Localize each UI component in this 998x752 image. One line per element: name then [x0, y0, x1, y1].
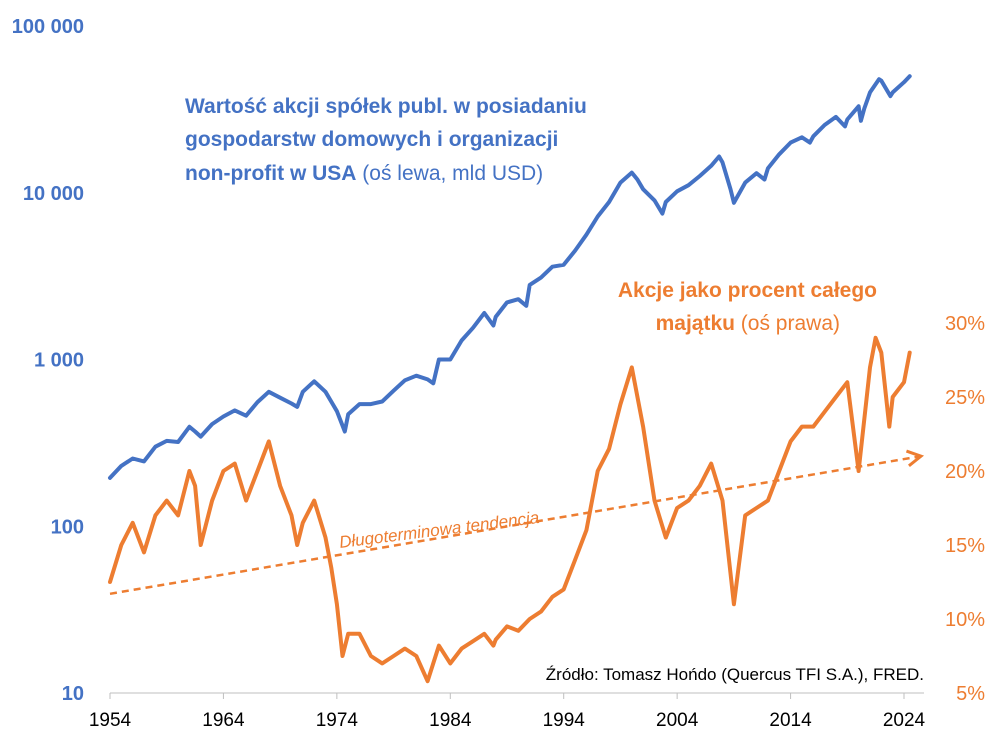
trend-arrow-line	[109, 456, 921, 596]
x-tick-label: 2014	[769, 710, 812, 731]
blue-series-title: Wartość akcji spółek publ. w posiadaniu …	[185, 95, 587, 185]
orange-title-line-2-main: majątku	[656, 312, 735, 335]
left-tick-label: 100 000	[12, 16, 84, 38]
right-tick-label: 15%	[945, 535, 985, 557]
x-tick-label: 1974	[316, 710, 359, 731]
blue-title-line-2: gospodarstw domowych i organizacji	[185, 128, 558, 151]
x-tick-label: 2024	[883, 710, 926, 731]
right-tick-label: 5%	[956, 683, 985, 705]
orange-title-suffix: (oś prawa)	[735, 312, 840, 335]
x-tick-label: 1964	[202, 710, 245, 731]
x-tick-label: 1984	[429, 710, 472, 731]
x-axis: 1954 1964 1974 1984 1994 2004 2014 2024	[89, 693, 926, 731]
x-tick-label: 1994	[543, 710, 586, 731]
x-tick-label: 1954	[89, 710, 132, 731]
right-axis: 5% 10% 15% 20% 25% 30%	[945, 313, 985, 705]
left-tick-label: 10	[62, 683, 84, 705]
source-note: Źródło: Tomasz Hońdo (Quercus TFI S.A.),…	[546, 665, 924, 684]
left-tick-label: 10 000	[23, 183, 84, 205]
x-tick-label: 2004	[656, 710, 699, 731]
stock-value-series-line	[108, 74, 912, 480]
right-tick-label: 10%	[945, 609, 985, 631]
series-layer	[108, 74, 921, 684]
left-axis: 10 100 1 000 10 000 100 000	[12, 16, 84, 705]
blue-title-line-1: Wartość akcji spółek publ. w posiadaniu	[185, 95, 587, 118]
left-tick-label: 1 000	[34, 350, 84, 372]
right-tick-label: 20%	[945, 461, 985, 483]
right-tick-label: 30%	[945, 313, 985, 335]
orange-title-line-2: majątku (oś prawa)	[656, 312, 840, 335]
left-tick-label: 100	[51, 516, 84, 538]
orange-series-title: Akcje jako procent całego majątku (oś pr…	[618, 279, 877, 335]
right-tick-label: 25%	[945, 387, 985, 409]
orange-title-line-1: Akcje jako procent całego	[618, 279, 877, 302]
blue-title-line-3: non-profit w USA (oś lewa, mld USD)	[185, 162, 543, 185]
stock-share-series-line	[108, 335, 912, 684]
blue-title-suffix: (oś lewa, mld USD)	[356, 162, 543, 185]
blue-title-line-3-main: non-profit w USA	[185, 162, 356, 185]
